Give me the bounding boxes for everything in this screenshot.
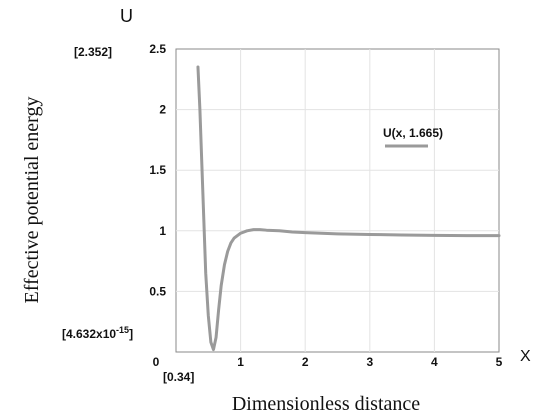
y-tick-label: 0.5 bbox=[149, 284, 166, 298]
y-min-bracket-exp: -15 bbox=[116, 325, 129, 335]
x-tick-label: 0 bbox=[153, 355, 160, 369]
y-min-bracket-close: ] bbox=[129, 327, 133, 341]
y-axis-label: Effective potential energy bbox=[21, 97, 43, 304]
series-layer bbox=[196, 65, 501, 352]
x-tick-label: 4 bbox=[431, 355, 438, 369]
y-tick-label: 1.5 bbox=[149, 163, 166, 177]
x-tick-label: 2 bbox=[302, 355, 309, 369]
y-min-bracket: [4.632x10-15] bbox=[62, 325, 133, 341]
y-axis-symbol: U bbox=[120, 6, 133, 26]
legend: U(x, 1.665) bbox=[383, 126, 443, 148]
y-tick-label: 2.5 bbox=[149, 42, 166, 56]
x-min-bracket: [0.34] bbox=[163, 370, 194, 384]
y-min-bracket-base: [4.632x10 bbox=[62, 327, 116, 341]
y-max-bracket: [2.352] bbox=[74, 45, 112, 59]
y-tick-label: 1 bbox=[159, 224, 166, 238]
plot-area bbox=[175, 48, 500, 353]
x-ticks: 0 1 2 3 4 5 bbox=[153, 355, 503, 369]
x-tick-label: 3 bbox=[366, 355, 373, 369]
x-axis-label: Dimensionless distance bbox=[232, 393, 420, 415]
y-tick-label: 2 bbox=[159, 103, 166, 117]
legend-label: U(x, 1.665) bbox=[383, 126, 443, 140]
grid bbox=[176, 49, 499, 352]
y-ticks: 0.5 1 1.5 2 2.5 bbox=[149, 42, 166, 298]
x-tick-label: 1 bbox=[237, 355, 244, 369]
series-line bbox=[196, 65, 501, 352]
x-axis-symbol: X bbox=[520, 348, 531, 365]
x-tick-label: 5 bbox=[496, 355, 503, 369]
